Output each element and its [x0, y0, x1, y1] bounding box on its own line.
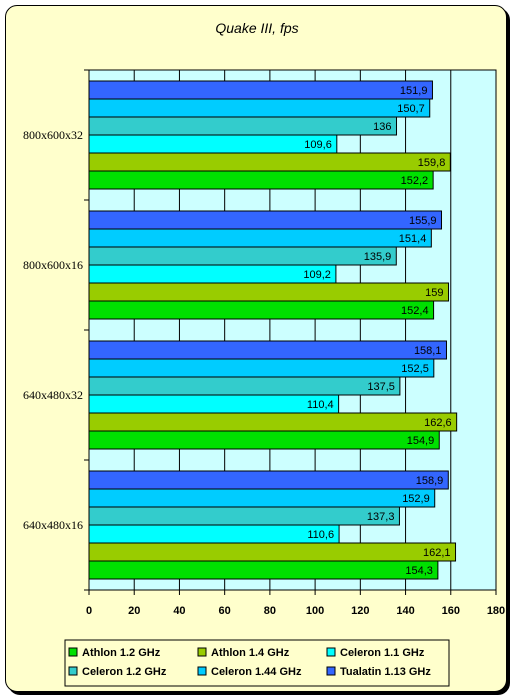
legend-label: Athlon 1.2 GHz: [82, 647, 161, 659]
bar: [88, 470, 449, 490]
bar-value-label: 155,9: [409, 215, 437, 227]
bar: [88, 152, 451, 172]
bar-value-label: 154,9: [407, 435, 435, 447]
bar-value-label: 137,5: [367, 381, 395, 393]
bar-value-label: 159: [425, 287, 443, 299]
bar: [88, 282, 450, 302]
bar: [88, 542, 457, 562]
x-tick-label: 100: [306, 605, 324, 617]
legend-swatch: [326, 647, 336, 657]
x-tick-label: 140: [396, 605, 414, 617]
bar-value-label: 109,2: [303, 269, 331, 281]
legend-label: Celeron 1.1 GHz: [340, 647, 425, 659]
bar-value-label: 152,2: [401, 175, 429, 187]
category-label: 640x480x16: [23, 518, 83, 532]
legend-label: Celeron 1.2 GHz: [82, 666, 167, 678]
bar-value-label: 150,7: [397, 103, 425, 115]
legend-label: Athlon 1.4 GHz: [211, 647, 290, 659]
bar: [88, 134, 338, 154]
bar-value-label: 152,5: [401, 363, 429, 375]
category-label: 800x600x16: [23, 258, 83, 272]
legend-box: [64, 639, 450, 687]
x-tick-label: 0: [86, 605, 92, 617]
legend-swatch: [326, 666, 336, 676]
bar: [88, 246, 397, 266]
bar-value-label: 162,1: [423, 547, 451, 559]
bar-value-label: 162,6: [424, 417, 452, 429]
bar: [88, 210, 443, 230]
bar: [88, 98, 431, 118]
bar-value-label: 110,6: [307, 529, 334, 541]
chart-title: Quake III, fps: [215, 20, 299, 36]
bar: [88, 228, 432, 248]
legend-label: Celeron 1.44 GHz: [211, 666, 302, 678]
bar-value-label: 158,1: [414, 345, 442, 357]
bar: [88, 376, 401, 396]
x-tick-label: 80: [264, 605, 276, 617]
x-tick-label: 160: [442, 605, 460, 617]
x-tick-label: 20: [128, 605, 140, 617]
bar-value-label: 159,8: [418, 157, 446, 169]
legend-swatch: [68, 647, 78, 657]
x-tick-label: 60: [219, 605, 231, 617]
bar-value-label: 110,4: [307, 399, 334, 411]
bar-value-label: 135,9: [364, 251, 392, 263]
bar: [88, 560, 439, 580]
legend-swatch: [197, 666, 207, 676]
bar-value-label: 136: [373, 121, 391, 133]
bar: [88, 116, 398, 136]
bar-value-label: 151,9: [400, 85, 428, 97]
x-tick-label: 120: [351, 605, 369, 617]
bar-value-label: 152,4: [401, 305, 429, 317]
bar-value-label: 154,3: [405, 565, 433, 577]
bar: [88, 80, 433, 100]
bar: [88, 394, 340, 414]
bar-value-label: 158,9: [416, 475, 444, 487]
bar-value-label: 137,3: [367, 511, 395, 523]
bar-value-label: 109,6: [304, 139, 332, 151]
bar-value-label: 151,4: [399, 233, 427, 245]
bar: [88, 358, 435, 378]
category-label: 800x600x32: [23, 128, 83, 142]
bar: [88, 506, 400, 526]
bar: [88, 412, 458, 432]
bar: [88, 524, 340, 544]
bar: [88, 340, 447, 360]
bar: [88, 300, 435, 320]
bar: [88, 430, 440, 450]
legend-swatch: [197, 647, 207, 657]
x-tick-label: 40: [173, 605, 185, 617]
x-tick-label: 180: [487, 605, 505, 617]
bar-value-label: 152,9: [402, 493, 430, 505]
legend-swatch: [68, 666, 78, 676]
bar: [88, 170, 434, 190]
category-label: 640x480x32: [23, 388, 83, 402]
legend-label: Tualatin 1.13 GHz: [340, 666, 431, 678]
bar: [88, 488, 436, 508]
bar: [88, 264, 337, 284]
